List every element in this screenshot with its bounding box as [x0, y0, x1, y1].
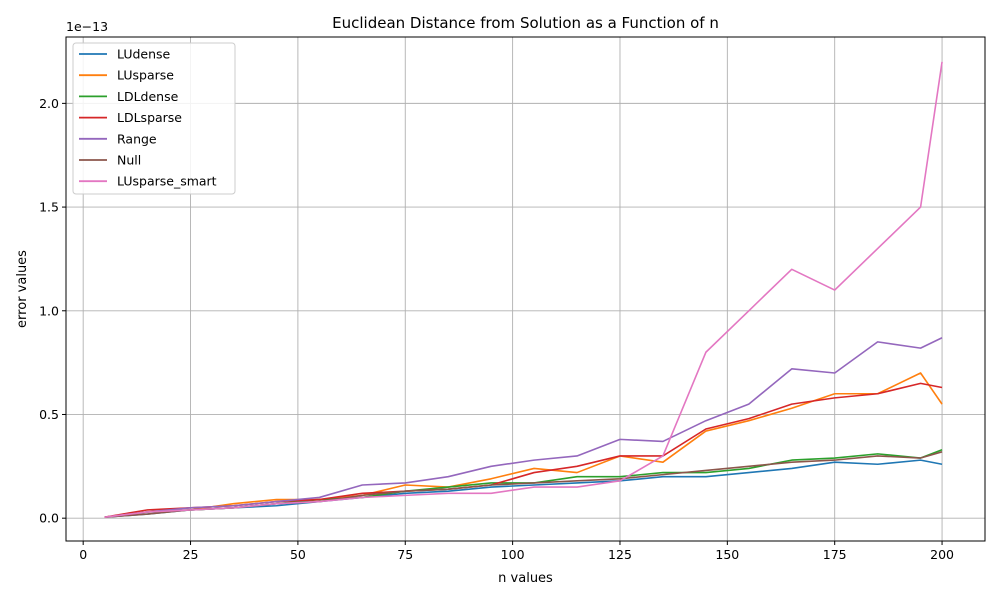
legend-label-lusparse-smart: LUsparse_smart [117, 174, 217, 189]
x-tick-label: 75 [397, 547, 413, 562]
series-line-lusparse [104, 372, 943, 518]
legend: LUdense LUsparse LDLdense LDLsparse Range Nul… [72, 42, 236, 195]
y-scale-offset-label: 1e−13 [66, 19, 108, 34]
legend-box [72, 42, 236, 195]
x-tick-label: 50 [290, 547, 306, 562]
x-tick-label: 25 [183, 547, 199, 562]
x-tick-label: 0 [79, 547, 87, 562]
y-axis-label: error values [15, 250, 30, 328]
legend-label-ldldense: LDLdense [117, 89, 179, 104]
x-tick-label: 200 [930, 547, 954, 562]
legend-label-null: Null [117, 153, 141, 168]
series-line-lusparse-smart [104, 61, 943, 518]
y-tick-label: 1.5 [39, 200, 59, 215]
x-axis-label: n values [498, 571, 553, 586]
legend-label-range: Range [117, 131, 157, 146]
legend-label-lusparse: LUsparse [117, 68, 174, 83]
plot-frame [65, 36, 986, 542]
chart-title: Euclidean Distance from Solution as a Fu… [332, 14, 719, 32]
series-line-range [104, 337, 943, 518]
y-tick-label: 0.5 [39, 407, 59, 422]
x-tick-label: 175 [823, 547, 847, 562]
series-layer [104, 61, 943, 518]
x-tick-label: 100 [501, 547, 525, 562]
y-tick-label: 0.0 [39, 511, 59, 526]
tick-layer: 0 25 50 75 100 125 150 175 200 0.0 0.5 1.0 1.5 2.0 [39, 96, 954, 562]
grid-layer [66, 37, 985, 541]
x-tick-label: 125 [608, 547, 632, 562]
x-tick-label: 150 [715, 547, 739, 562]
legend-label-ludense: LUdense [117, 47, 171, 62]
legend-label-ldlsparse: LDLsparse [117, 110, 182, 125]
y-tick-label: 2.0 [39, 96, 59, 111]
y-tick-label: 1.0 [39, 303, 59, 318]
